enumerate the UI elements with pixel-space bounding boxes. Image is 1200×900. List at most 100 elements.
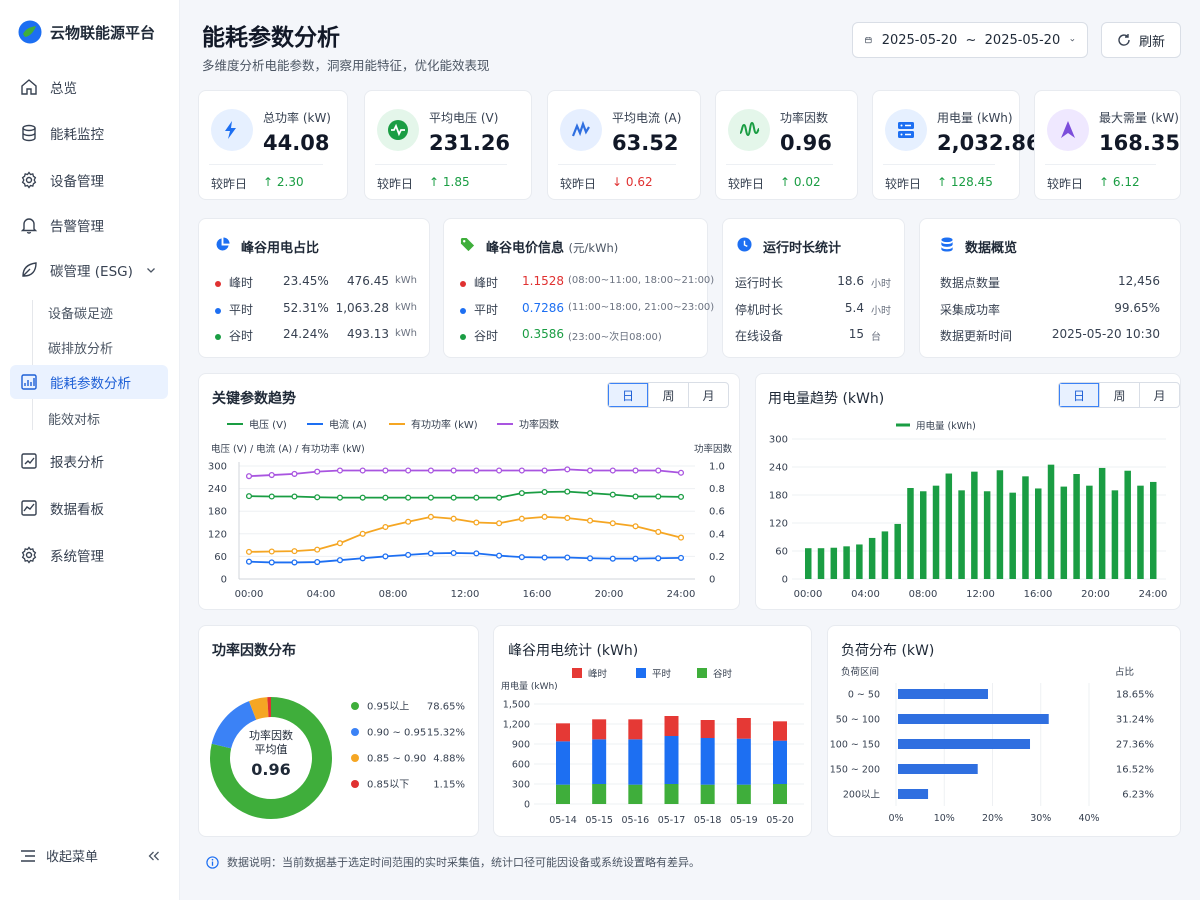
- sidebar-item-energy-params[interactable]: 能耗参数分析: [10, 365, 168, 399]
- y-tick-label: 240: [208, 484, 227, 495]
- sidebar-item-label: 能效对标: [48, 412, 101, 428]
- legend-dot: [460, 333, 466, 340]
- y-tick-label: 120: [208, 529, 227, 540]
- y-tick-label: 300: [512, 780, 530, 791]
- sidebar-item-overview[interactable]: 总览: [10, 70, 168, 104]
- lightning-icon: [225, 121, 236, 139]
- y2-tick-label: 0.4: [709, 529, 725, 540]
- sidebar-item-label: 碳管理 (ESG): [50, 264, 133, 280]
- data-point: [632, 493, 639, 500]
- tab-day[interactable]: 日: [608, 383, 648, 407]
- clock-icon: [737, 237, 752, 252]
- data-point: [609, 491, 616, 498]
- bar: [817, 548, 825, 579]
- overview-card: 数据概览 数据点数量 12,456 采集成功率 99.65% 数据更新时间 2025-05…: [919, 218, 1181, 358]
- peak-ratio-title: 峰谷用电占比: [241, 241, 320, 256]
- kpi-label: 平均电流 (A): [612, 111, 682, 125]
- kpi-compare-label: 较昨日: [377, 177, 414, 191]
- sidebar-item-devices[interactable]: 设备管理: [10, 163, 168, 197]
- price-row-label: 峰时: [474, 276, 499, 290]
- data-point: [655, 493, 662, 500]
- tab-week[interactable]: 周: [648, 383, 688, 407]
- kpi-total-power: 总功率 (kW) 44.08 较昨日 ↑ 2.30: [198, 90, 348, 200]
- data-point: [291, 559, 298, 566]
- overview-value: 2025-05-20 10:30: [1051, 327, 1160, 341]
- runtime-label: 停机时长: [735, 303, 784, 317]
- data-point: [450, 549, 457, 557]
- legend-label: 电压 (V): [249, 418, 287, 431]
- collapse-menu-button[interactable]: 收起菜单: [20, 846, 160, 865]
- x-tick-label: 00:00: [794, 589, 823, 600]
- legend-label: 0.95以上: [367, 701, 409, 713]
- energy-card: 用电量趋势 (kWh) 日 周 月 用电量 (kWh) 0 60 120 180 240 3…: [755, 373, 1181, 610]
- overview-value: 12,456: [1118, 274, 1160, 288]
- legend-label: 电流 (A): [329, 418, 367, 431]
- legend-label: 峰时: [588, 668, 608, 680]
- price-value: 1.1528: [522, 274, 564, 288]
- bar: [843, 546, 850, 579]
- sidebar-item-carbon[interactable]: 碳管理 (ESG): [10, 253, 168, 287]
- kpi-icon-wrap: [377, 109, 419, 151]
- data-point: [564, 554, 571, 561]
- kpi-delta: ↑ 6.12: [1099, 175, 1140, 189]
- runtime-card: 运行时长统计 运行时长 18.6 小时 停机时长 5.4 小时 在线设备 15 台: [722, 218, 905, 358]
- pf-center-value: 0.96: [251, 760, 291, 779]
- app-logo[interactable]: 云物联能源平台: [18, 20, 155, 44]
- data-point: [587, 555, 594, 562]
- date-range-picker[interactable]: 2025-05-20 ~ 2025-05-20: [852, 22, 1088, 58]
- legend-value: 15.32%: [427, 728, 465, 739]
- sidebar-item-energy-monitor[interactable]: 能耗监控: [10, 116, 168, 150]
- refresh-button[interactable]: 刷新: [1101, 22, 1181, 58]
- data-point: [632, 467, 639, 474]
- trend-card: 关键参数趋势 日 周 月 电压 (V) 电流 (A) 有功功率 (kW) 功率因数 电压…: [198, 373, 740, 610]
- legend-dot: [460, 280, 466, 287]
- report-icon: [21, 453, 37, 469]
- tab-week[interactable]: 周: [1099, 383, 1139, 407]
- tab-day[interactable]: 日: [1059, 383, 1099, 407]
- sidebar-item-label: 系统管理: [50, 549, 104, 565]
- bar-segment: [628, 784, 643, 804]
- y-axis-label: 用电量 (kWh): [501, 680, 558, 692]
- sidebar-item-dashboard[interactable]: 数据看板: [10, 491, 168, 525]
- bar: [907, 488, 914, 579]
- bar: [898, 689, 988, 699]
- data-point: [473, 494, 480, 501]
- data-point: [405, 467, 412, 474]
- data-point: [405, 494, 412, 501]
- sidebar-item-reports[interactable]: 报表分析: [10, 444, 168, 478]
- bell-icon: [20, 218, 38, 234]
- kpi-delta: ↑ 0.02: [780, 175, 821, 189]
- sidebar-item-carbon-emission[interactable]: 碳排放分析: [10, 330, 168, 364]
- legend-swatch: [572, 668, 582, 678]
- bar: [830, 547, 838, 579]
- sidebar-item-alarms[interactable]: 告警管理: [10, 208, 168, 242]
- data-point: [541, 467, 548, 474]
- kpi-icon-wrap: [728, 109, 770, 151]
- data-point: [450, 515, 457, 522]
- data-point: [677, 493, 685, 500]
- peak-ratio-unit: kWh: [395, 328, 418, 339]
- sidebar-item-system[interactable]: 系统管理: [10, 538, 168, 572]
- sidebar-item-carbon-footprint[interactable]: 设备碳足迹: [10, 295, 168, 329]
- data-point: [609, 555, 616, 562]
- data-point: [359, 530, 366, 537]
- kpi-compare-label: 较昨日: [1047, 177, 1084, 191]
- y-tick-label: 900: [512, 740, 530, 751]
- data-point: [336, 540, 343, 547]
- data-point: [314, 494, 321, 501]
- kpi-label: 功率因数: [780, 111, 829, 125]
- tab-month[interactable]: 月: [1139, 383, 1179, 407]
- legend-label: 谷时: [713, 668, 733, 680]
- current-icon: [571, 120, 590, 137]
- tab-month[interactable]: 月: [688, 383, 728, 407]
- x-tick-label: 30%: [1030, 813, 1051, 824]
- load-title: 负荷分布 (kW): [841, 643, 935, 659]
- database-icon: [941, 237, 953, 252]
- y-tick-label: 0: [524, 800, 530, 811]
- sidebar-item-benchmark[interactable]: 能效对标: [10, 401, 168, 435]
- bar: [1111, 490, 1119, 579]
- data-point: [268, 493, 275, 500]
- price-row-name: 谷时: [460, 327, 498, 344]
- legend-dot: [215, 307, 221, 314]
- data-point: [268, 471, 275, 479]
